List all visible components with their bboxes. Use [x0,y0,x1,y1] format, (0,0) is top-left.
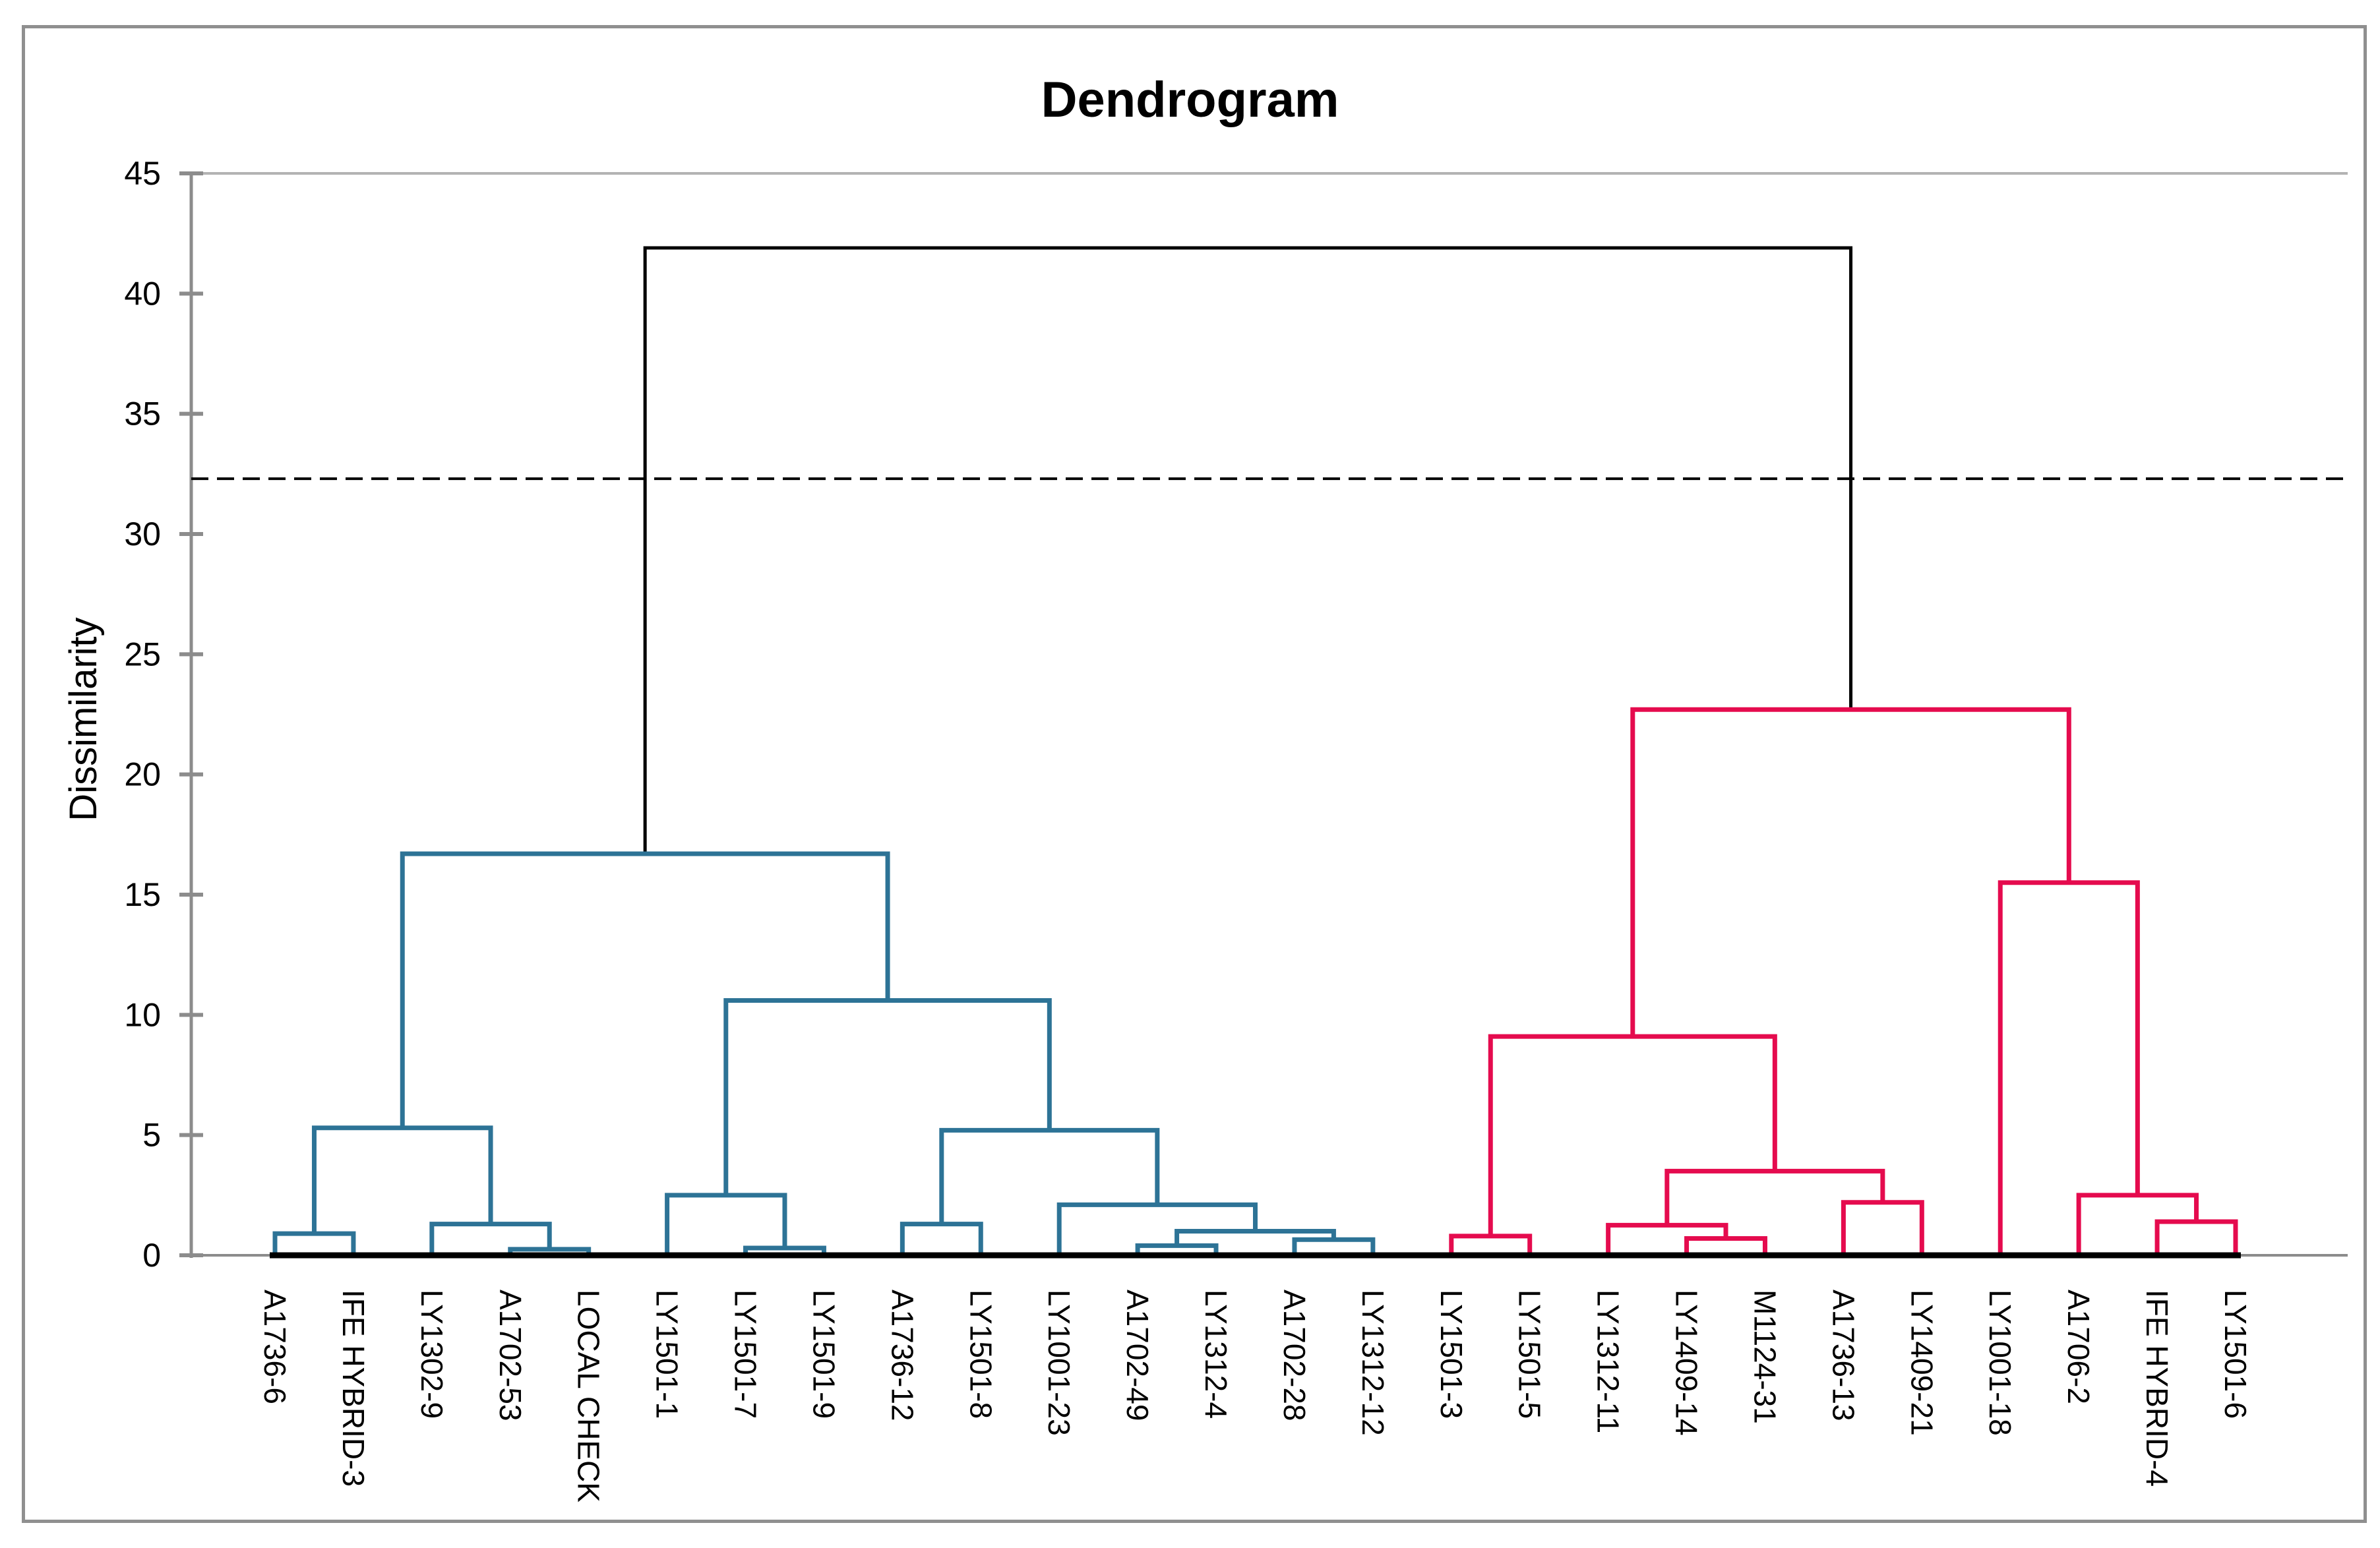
leaf-label: IFE HYBRID-3 [336,1290,371,1487]
cluster-merge-link [311,1125,493,1234]
leaf-label: A1702-53 [493,1290,528,1421]
leaf-label: A1736-6 [258,1290,292,1404]
leaf-label: LOCAL CHECK [572,1290,606,1503]
leaf-label: A1702-28 [1277,1290,1312,1421]
cluster-merge-link [743,1245,826,1255]
y-tick-label: 45 [124,155,161,192]
y-tick-label: 25 [124,636,161,672]
cluster-merge-link [665,1193,787,1255]
y-tick-label: 35 [124,396,161,432]
y-tick-label: 5 [142,1117,161,1154]
leaf-label: LY1501-8 [963,1290,998,1419]
leaf-label: LY1001-18 [1983,1290,2017,1436]
root-merge-link [643,246,1853,854]
y-tick-label: 30 [124,516,161,552]
cluster-merge-link [1488,1034,1777,1236]
cluster-merge-link [900,1222,983,1255]
cluster-merge-link [2154,1219,2238,1255]
y-tick-label: 40 [124,275,161,312]
chart-title: Dendrogram [1041,72,1339,128]
cluster-merge-link [1175,1229,1336,1246]
leaf-label: IFE HYBRID-4 [2140,1290,2174,1487]
leaf-label: M1124-31 [1748,1290,1782,1424]
leaf-label: LY1409-21 [1905,1290,1939,1436]
cluster-merge-link [1630,707,2071,1037]
leaf-label: LY1302-9 [415,1290,449,1419]
cluster-merge-link [1606,1222,1728,1255]
leaf-label: LY1312-4 [1199,1290,1233,1419]
cluster-merge-link [429,1222,552,1255]
leaf-label: A1702-49 [1120,1290,1155,1421]
leaf-label: LY1501-6 [2218,1290,2253,1419]
leaf-label: A1706-2 [2061,1290,2096,1404]
leaf-label: LY1409-14 [1670,1290,1704,1436]
cluster-merge-link [2076,1193,2199,1255]
cluster-merge-link [272,1231,356,1255]
cluster-merge-link [1664,1168,1885,1226]
leaf-label: LY1501-9 [807,1290,841,1419]
leaf-label: LY1501-7 [729,1290,763,1419]
leaf-label: LY1001-23 [1042,1290,1076,1436]
cluster-merge-link [1841,1200,1924,1255]
leaf-label: LY1501-3 [1434,1290,1469,1419]
leaf-label: A1736-12 [885,1290,919,1421]
cluster-merge-link [508,1247,592,1255]
cluster-merge-link [723,997,1052,1195]
y-tick-label: 10 [124,996,161,1033]
y-tick-label: 15 [124,876,161,913]
cluster-merge-link [400,851,890,1128]
y-tick-label: 0 [142,1237,161,1274]
cluster-merge-link [1684,1235,1767,1255]
y-tick-label: 20 [124,756,161,793]
leaf-label: LY1312-11 [1591,1290,1626,1433]
leaf-label: LY1501-1 [650,1290,685,1419]
cluster-merge-link [1292,1237,1376,1255]
leaf-label: A1736-13 [1826,1290,1860,1421]
figure-border [22,25,2367,1523]
cluster-merge-link [1449,1234,1533,1255]
cluster-merge-link [1135,1243,1219,1255]
cluster-merge-link [1056,1202,1258,1255]
leaf-label: LY1312-12 [1356,1290,1390,1436]
cluster-merge-link [939,1127,1160,1224]
leaf-label: LY1501-5 [1513,1290,1547,1419]
cluster-merge-link [1998,880,2140,1255]
